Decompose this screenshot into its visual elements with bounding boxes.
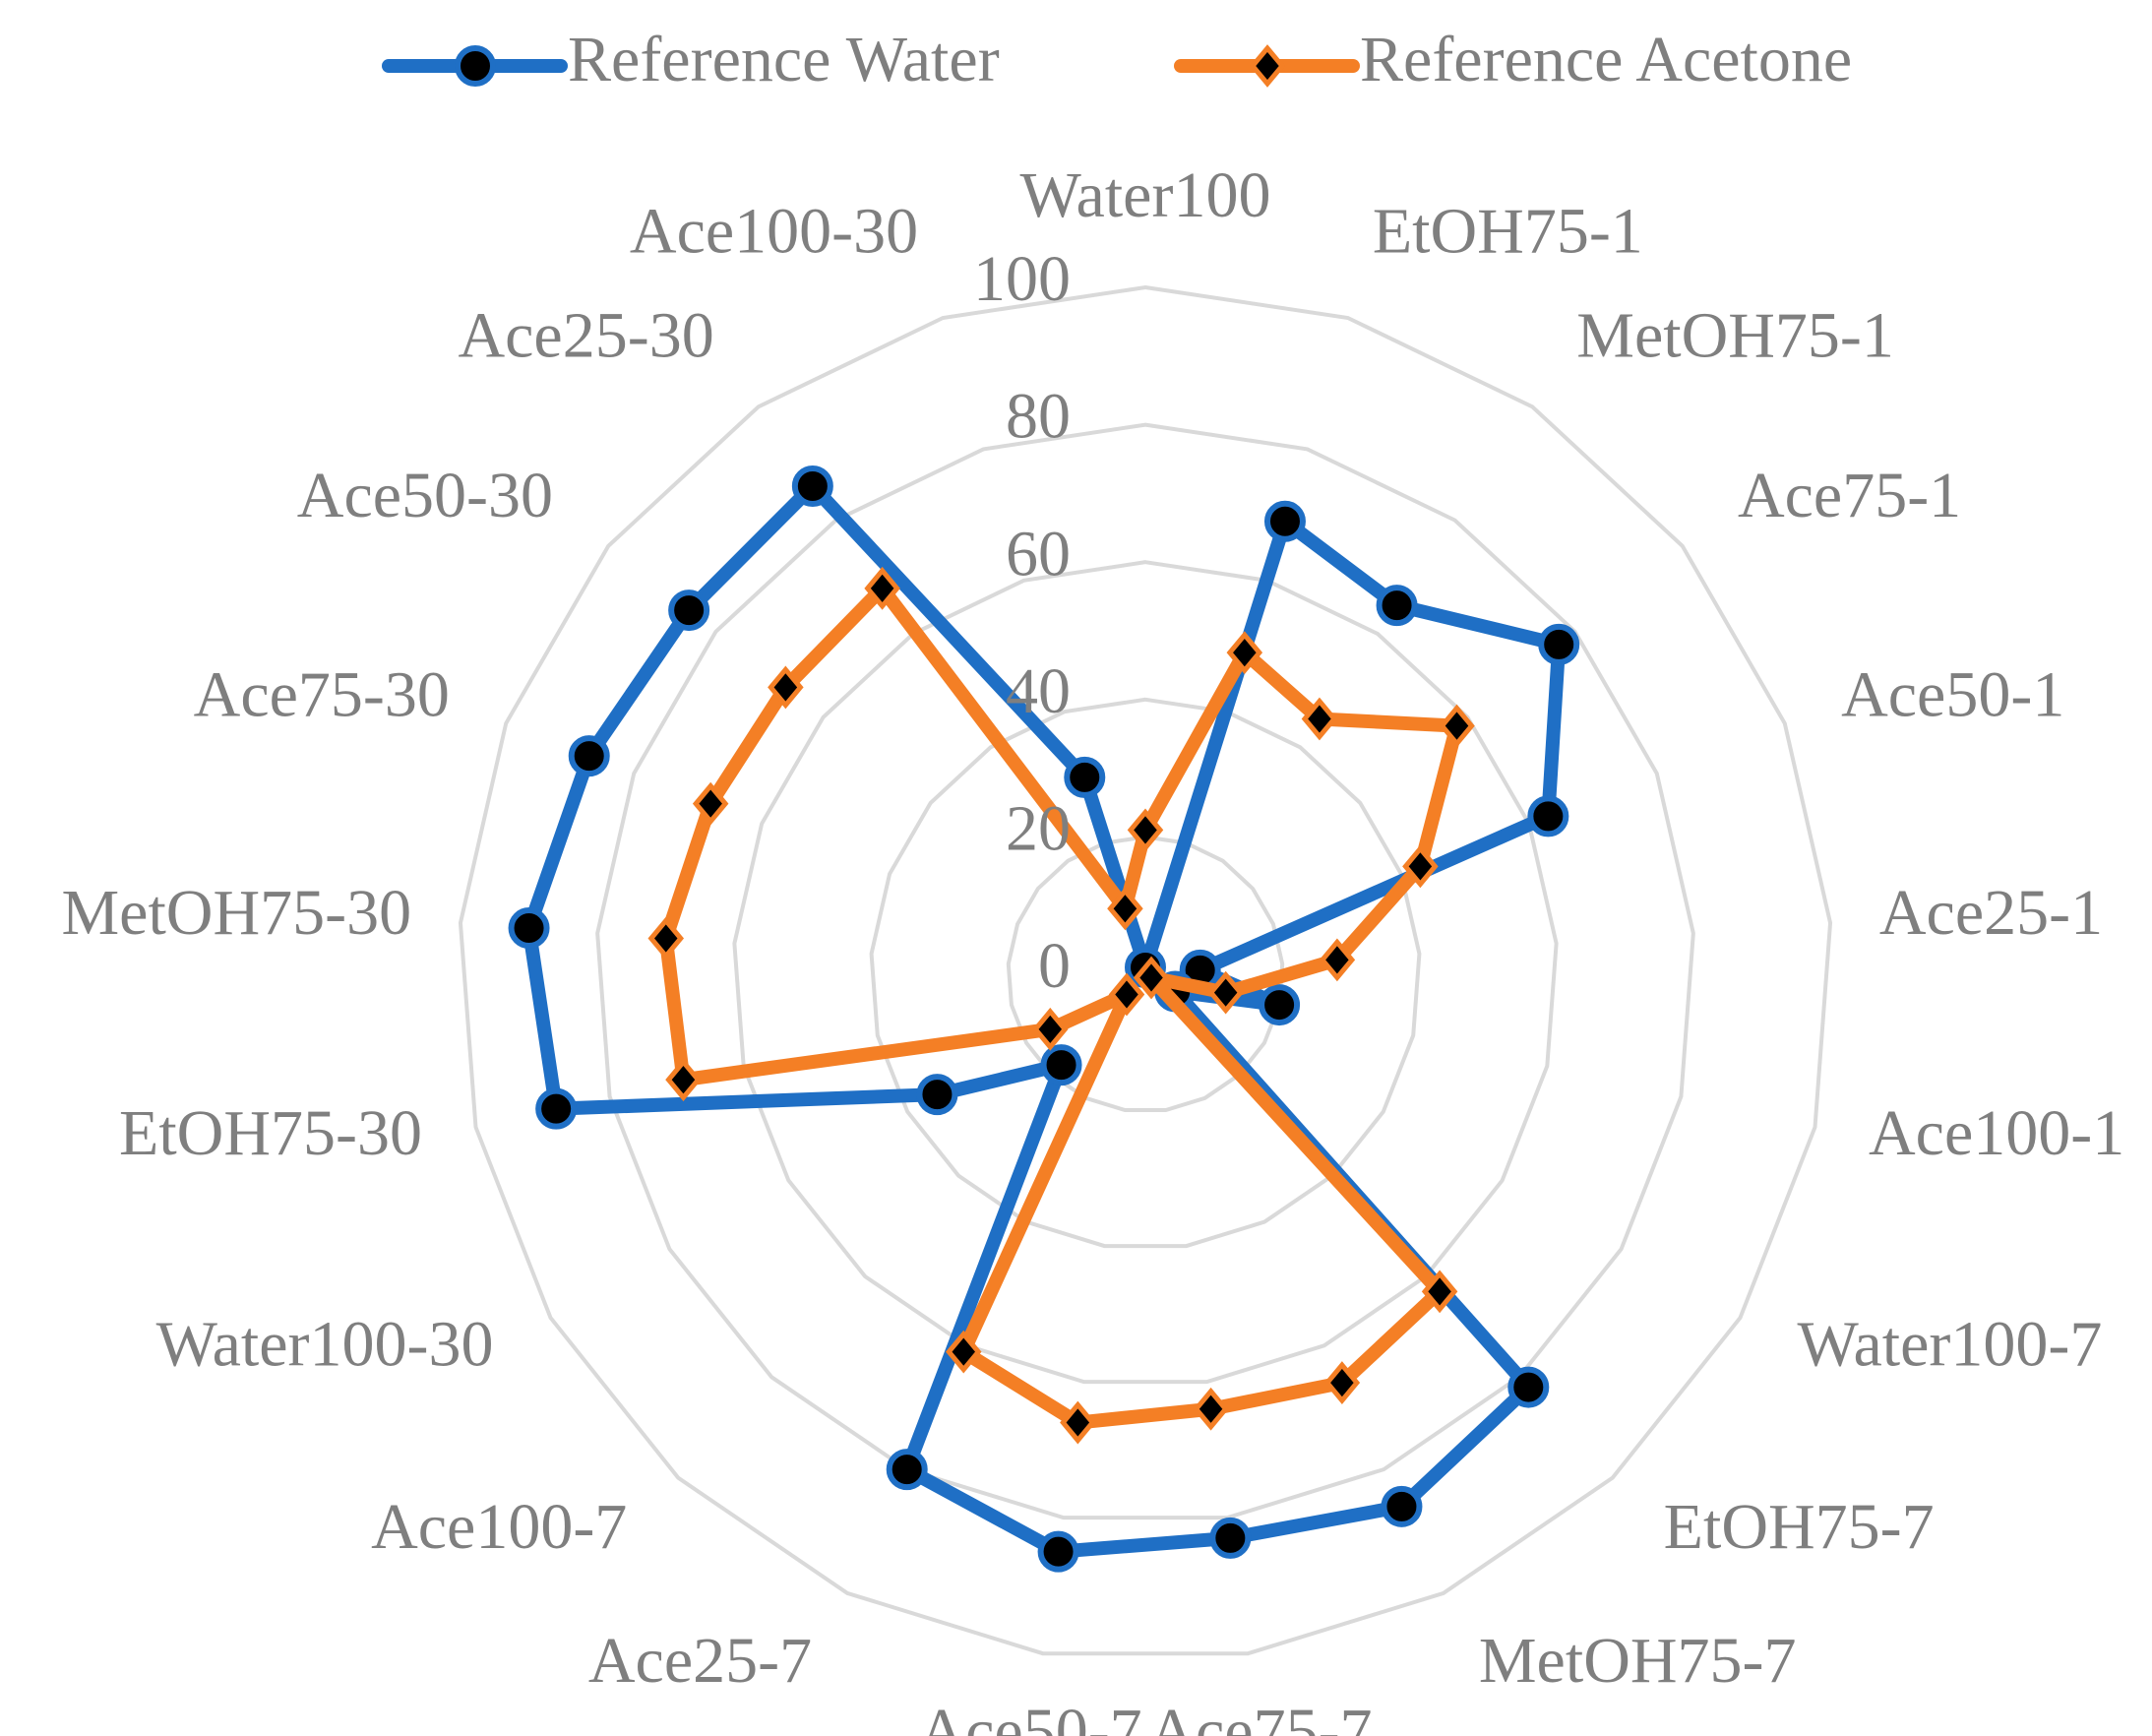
- data-point: [1060, 1400, 1096, 1445]
- data-point: [665, 1058, 702, 1102]
- data-point: [1527, 795, 1569, 837]
- data-point: [1319, 938, 1356, 982]
- data-point: [1064, 756, 1106, 798]
- category-label: Ace100-30: [630, 196, 918, 268]
- y-tick-label: 40: [1006, 655, 1071, 727]
- data-point: [1421, 1270, 1458, 1314]
- data-point: [508, 907, 550, 950]
- category-label: Ace50-7: [918, 1696, 1141, 1736]
- data-point: [1381, 1485, 1423, 1527]
- series-line: [522, 479, 1567, 1559]
- category-label: Water100: [1020, 159, 1271, 231]
- data-point: [1207, 970, 1244, 1015]
- category-label: Water100-30: [156, 1309, 494, 1381]
- category-label: Ace50-1: [1841, 659, 2064, 731]
- series: [647, 566, 1475, 1445]
- data-point: [1402, 844, 1439, 889]
- category-label: Water100-7: [1798, 1309, 2103, 1381]
- legend-item: Reference Water: [382, 24, 1000, 95]
- category-label: MetOH75-30: [61, 877, 411, 949]
- grid-line: [732, 560, 1559, 1385]
- data-point: [535, 1087, 578, 1130]
- grid-line: [869, 697, 1422, 1249]
- category-label: EtOH75-30: [119, 1097, 422, 1169]
- category-label: Ace75-30: [194, 659, 450, 731]
- series-line: [658, 581, 1464, 1430]
- data-point: [768, 665, 804, 710]
- data-point: [1193, 1387, 1229, 1431]
- grid-line: [595, 422, 1695, 1520]
- data-point: [568, 735, 610, 777]
- data-point: [946, 1330, 982, 1374]
- legend-marker: [1249, 44, 1286, 88]
- data-point: [1323, 1361, 1361, 1404]
- category-label: Ace25-30: [458, 299, 713, 371]
- category-label: Ace25-1: [1879, 877, 2103, 949]
- legend-marker: [455, 45, 496, 87]
- series: [508, 465, 1580, 1573]
- category-label: MetOH75-1: [1576, 299, 1894, 371]
- category-label: Ace25-7: [588, 1625, 812, 1697]
- data-point: [1133, 956, 1170, 1000]
- y-tick-label: 80: [1006, 381, 1071, 453]
- category-label: Ace75-1: [1738, 460, 1961, 531]
- category-label: Ace100-7: [371, 1491, 627, 1563]
- data-point: [1040, 1044, 1082, 1086]
- y-tick-label: 0: [1038, 930, 1071, 1002]
- data-point: [791, 465, 833, 508]
- y-tick-label: 100: [973, 243, 1071, 315]
- data-point: [1032, 1007, 1069, 1051]
- data-point: [1439, 704, 1475, 748]
- data-point: [668, 589, 710, 632]
- y-tick-label: 20: [1006, 793, 1071, 865]
- data-point: [647, 916, 685, 961]
- legend-item: Reference Acetone: [1174, 24, 1852, 95]
- category-label: EtOH75-7: [1664, 1491, 1935, 1563]
- data-point: [1538, 623, 1580, 665]
- grid-line: [458, 284, 1833, 1656]
- category-label: Ace75-7: [1148, 1696, 1372, 1736]
- data-point: [1107, 887, 1143, 931]
- category-label: Ace100-1: [1869, 1097, 2124, 1169]
- legend-label: Reference Water: [568, 24, 1000, 95]
- data-point: [1376, 585, 1418, 627]
- data-point: [1037, 1530, 1079, 1573]
- data-point: [916, 1074, 958, 1116]
- legend-label: Reference Acetone: [1360, 24, 1852, 95]
- y-tick-label: 60: [1006, 518, 1071, 589]
- data-point: [1301, 697, 1338, 741]
- category-label: MetOH75-7: [1479, 1625, 1797, 1697]
- data-point: [692, 781, 729, 826]
- data-point: [1127, 808, 1164, 852]
- data-point: [864, 566, 900, 610]
- grid-line: [1006, 835, 1285, 1113]
- category-label: EtOH75-1: [1373, 196, 1643, 268]
- data-point: [1263, 500, 1306, 542]
- data-point: [1259, 984, 1301, 1026]
- data-point: [1226, 631, 1263, 675]
- category-label: Ace50-30: [297, 460, 553, 531]
- data-point: [1209, 1517, 1252, 1559]
- data-point: [886, 1449, 928, 1491]
- data-point: [1507, 1366, 1550, 1408]
- data-point: [1108, 972, 1145, 1017]
